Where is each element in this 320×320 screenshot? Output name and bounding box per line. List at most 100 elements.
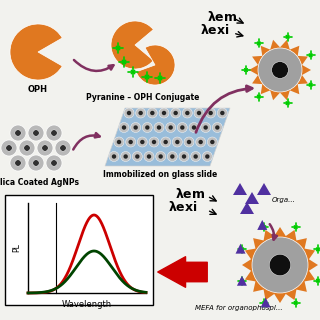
Text: PL: PL	[12, 244, 21, 252]
Circle shape	[10, 155, 26, 171]
Circle shape	[147, 154, 151, 159]
Polygon shape	[263, 287, 276, 300]
Circle shape	[269, 254, 291, 276]
Polygon shape	[279, 90, 290, 100]
Polygon shape	[236, 244, 245, 254]
Polygon shape	[289, 83, 299, 94]
Circle shape	[133, 125, 138, 130]
Circle shape	[51, 130, 57, 136]
Polygon shape	[252, 56, 263, 66]
Text: Immobilized on glass slide: Immobilized on glass slide	[103, 170, 217, 179]
Circle shape	[37, 140, 53, 156]
Polygon shape	[105, 108, 230, 166]
Circle shape	[28, 125, 44, 141]
Text: $\bf{λ}$exi: $\bf{λ}$exi	[168, 200, 197, 214]
Polygon shape	[279, 40, 290, 51]
Circle shape	[122, 125, 126, 130]
Polygon shape	[245, 192, 259, 204]
Polygon shape	[233, 183, 247, 195]
Circle shape	[170, 154, 174, 159]
Circle shape	[210, 140, 214, 144]
Circle shape	[166, 123, 176, 132]
Polygon shape	[273, 292, 287, 303]
Polygon shape	[297, 56, 308, 66]
Circle shape	[198, 140, 203, 144]
Text: $\bf{λ}$exi: $\bf{λ}$exi	[200, 23, 229, 37]
Circle shape	[33, 130, 39, 136]
Circle shape	[28, 155, 44, 171]
Polygon shape	[307, 258, 318, 272]
Circle shape	[144, 151, 154, 162]
Circle shape	[172, 137, 182, 147]
Circle shape	[127, 111, 131, 115]
Circle shape	[152, 140, 156, 144]
Polygon shape	[294, 279, 307, 292]
Circle shape	[24, 145, 30, 151]
Circle shape	[194, 154, 198, 159]
Circle shape	[208, 111, 213, 115]
Polygon shape	[263, 230, 276, 243]
Text: $\bf{λ}$em: $\bf{λ}$em	[175, 187, 205, 201]
Polygon shape	[240, 202, 254, 214]
Polygon shape	[297, 74, 308, 84]
Circle shape	[46, 125, 62, 141]
Polygon shape	[294, 238, 307, 251]
Circle shape	[137, 137, 147, 147]
Circle shape	[272, 62, 288, 78]
Circle shape	[162, 111, 166, 115]
Circle shape	[33, 160, 39, 166]
Circle shape	[42, 145, 48, 151]
Text: Pyranine – OPH Conjugate: Pyranine – OPH Conjugate	[86, 93, 200, 102]
Circle shape	[6, 145, 12, 151]
Polygon shape	[261, 83, 271, 94]
Circle shape	[126, 137, 136, 147]
Circle shape	[46, 155, 62, 171]
Circle shape	[185, 111, 189, 115]
Circle shape	[149, 137, 159, 147]
Text: MEFA for organophospl...: MEFA for organophospl...	[195, 305, 283, 311]
Circle shape	[189, 123, 199, 132]
Circle shape	[161, 137, 171, 147]
Circle shape	[147, 108, 157, 118]
Polygon shape	[302, 269, 315, 282]
Circle shape	[206, 108, 216, 118]
Wedge shape	[111, 21, 153, 69]
Circle shape	[191, 151, 201, 162]
Polygon shape	[257, 220, 267, 230]
Polygon shape	[289, 46, 299, 57]
Text: Orga...: Orga...	[272, 197, 296, 203]
Polygon shape	[245, 248, 258, 261]
Circle shape	[15, 160, 21, 166]
Circle shape	[252, 237, 308, 293]
Circle shape	[124, 108, 134, 118]
Circle shape	[139, 111, 143, 115]
Circle shape	[192, 125, 196, 130]
Circle shape	[114, 137, 124, 147]
Circle shape	[173, 111, 178, 115]
Polygon shape	[253, 238, 266, 251]
Circle shape	[158, 154, 163, 159]
Circle shape	[207, 137, 217, 147]
Circle shape	[112, 154, 116, 159]
Polygon shape	[273, 227, 287, 238]
Circle shape	[196, 137, 206, 147]
Polygon shape	[261, 46, 271, 57]
Polygon shape	[242, 258, 253, 272]
Polygon shape	[270, 40, 281, 51]
Circle shape	[109, 151, 119, 162]
Circle shape	[119, 123, 129, 132]
FancyArrowPatch shape	[158, 257, 207, 287]
Polygon shape	[252, 74, 263, 84]
Circle shape	[187, 140, 191, 144]
Circle shape	[150, 111, 155, 115]
Circle shape	[167, 151, 177, 162]
Circle shape	[159, 108, 169, 118]
Circle shape	[205, 154, 210, 159]
Circle shape	[182, 108, 192, 118]
Polygon shape	[270, 90, 281, 100]
Circle shape	[121, 151, 131, 162]
Circle shape	[124, 154, 128, 159]
Polygon shape	[237, 276, 247, 286]
Circle shape	[212, 123, 222, 132]
Polygon shape	[301, 65, 311, 76]
